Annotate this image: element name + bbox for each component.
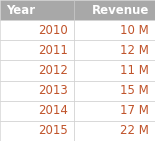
Bar [0,81,74,101]
Text: 2010: 2010 [38,24,68,37]
Bar [74,81,155,101]
Text: 2011: 2011 [38,44,68,57]
Bar [74,121,155,141]
Text: 2013: 2013 [38,84,68,97]
Bar [74,40,155,60]
Text: 22 M: 22 M [120,124,149,137]
Text: 2012: 2012 [38,64,68,77]
Bar [0,0,74,20]
Bar [0,101,74,121]
Text: 10 M: 10 M [120,24,149,37]
Bar [74,101,155,121]
Text: 17 M: 17 M [120,104,149,117]
Bar [74,20,155,40]
Bar [74,60,155,81]
Text: 11 M: 11 M [120,64,149,77]
Bar [74,0,155,20]
Bar [0,60,74,81]
Bar [0,20,74,40]
Text: 2014: 2014 [38,104,68,117]
Bar [0,40,74,60]
Text: 2015: 2015 [38,124,68,137]
Text: Year: Year [6,4,35,17]
Text: 12 M: 12 M [120,44,149,57]
Bar [0,121,74,141]
Text: 15 M: 15 M [120,84,149,97]
Text: Revenue: Revenue [91,4,149,17]
